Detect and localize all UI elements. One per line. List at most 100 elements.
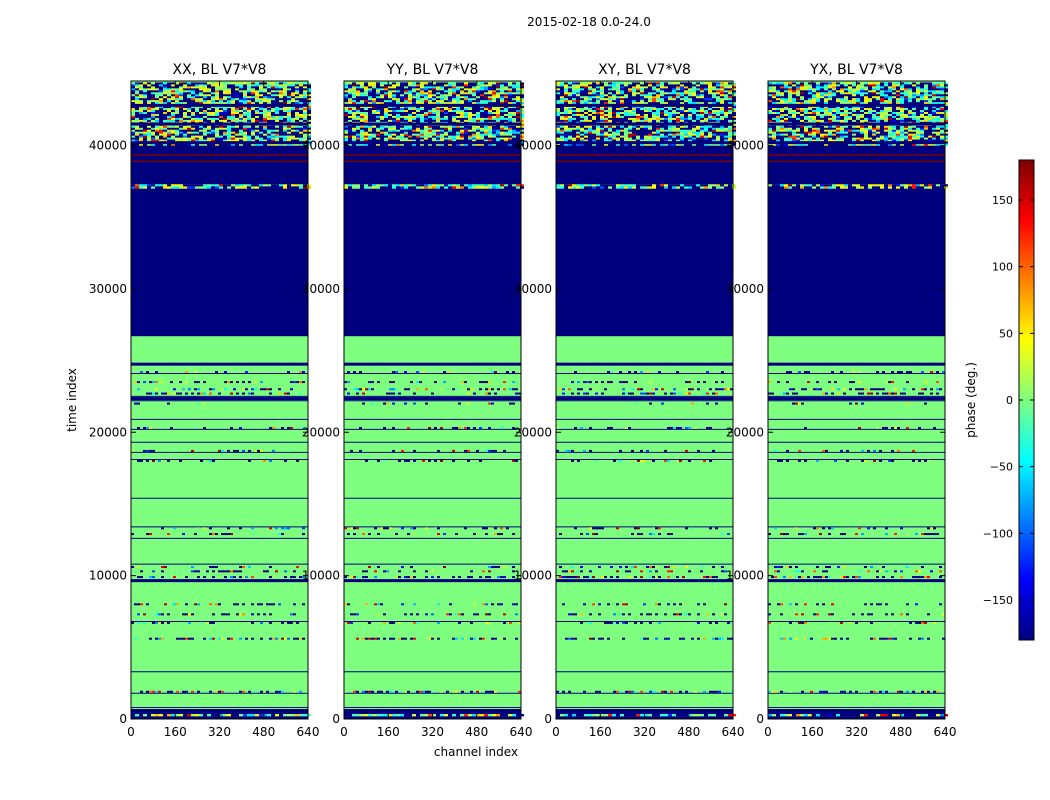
noise-cell [384,127,388,130]
noise-cell [508,106,512,109]
noise-cell [460,139,464,142]
noise-cell [195,119,199,123]
noise-cell [191,133,195,136]
noise-cell [712,713,716,717]
noise-cell [135,137,139,140]
noise-cell [151,90,155,93]
noise-cell [432,102,436,105]
noise-cell [492,139,496,142]
noise-cell [139,88,143,91]
noise-cell [716,84,720,87]
noise-cell [400,98,404,101]
noise-speck [413,637,416,640]
noise-cell [640,184,644,187]
noise-speck [179,381,182,384]
noise-cell [388,90,392,93]
noise-cell [267,110,271,113]
noise-cell [428,119,432,123]
noise-speck [494,637,497,640]
noise-cell [167,129,171,132]
noise-speck [503,449,506,452]
noise-cell [408,90,412,93]
noise-cell [171,113,175,117]
noise-cell [183,115,187,119]
noise-cell [400,92,404,95]
noise-cell [376,96,380,99]
noise-cell [400,110,404,113]
noise-cell [436,108,440,111]
noise-cell [472,137,476,140]
noise-speck [155,613,158,616]
noise-speck [161,392,164,395]
noise-cell [668,94,672,97]
noise-cell [472,143,476,146]
noise-cell [183,125,187,128]
noise-cell [564,113,568,117]
noise-speck [161,566,164,569]
noise-cell [243,135,247,138]
noise-cell [139,108,143,111]
noise-cell [496,117,500,121]
noise-cell [223,84,227,87]
noise-cell [207,143,211,146]
noise-cell [608,82,612,85]
noise-cell [299,119,303,123]
noise-speck [467,388,470,391]
noise-cell [356,113,360,117]
noise-cell [560,92,564,95]
noise-cell [356,117,360,121]
noise-cell [259,115,263,119]
noise-cell [364,184,368,187]
noise-cell [155,100,159,103]
noise-cell [496,112,500,115]
noise-cell [568,184,572,187]
noise-cell [664,100,668,103]
noise-cell [279,135,283,138]
noise-speck [248,449,251,452]
noise-cell [712,115,716,119]
noise-cell [508,100,512,103]
noise-speck [251,621,254,624]
noise-cell [163,117,167,121]
noise-cell [384,119,388,123]
noise-cell [392,117,396,121]
noise-cell [183,98,187,101]
noise-cell [147,143,151,146]
noise-cell [295,125,299,128]
noise-cell [287,82,291,85]
noise-cell [484,117,488,121]
noise-cell [287,86,291,89]
noise-speck [266,690,269,693]
noise-cell [668,84,672,87]
noise-cell [223,100,227,103]
noise-cell [263,127,267,130]
noise-cell [620,98,624,101]
noise-speck [149,576,152,579]
noise-cell [396,184,400,187]
noise-cell [676,98,680,101]
phase-band [556,188,733,337]
noise-speck [416,381,419,384]
noise-cell [203,88,207,91]
noise-cell [604,184,608,187]
noise-cell [364,108,368,111]
x-tick-label: 640 [510,725,533,739]
noise-cell [464,82,468,85]
noise-cell [704,113,708,117]
noise-cell [267,135,271,138]
noise-cell [520,104,524,107]
noise-cell [636,94,640,97]
noise-speck [266,603,269,606]
noise-cell [291,100,295,103]
noise-cell [468,112,472,115]
noise-speck [230,576,233,579]
noise-cell [680,108,684,111]
noise-cell [151,96,155,99]
noise-cell [191,88,195,91]
noise-cell [251,90,255,93]
noise-speck [284,637,287,640]
noise-speck [410,637,413,640]
noise-cell [448,186,452,189]
noise-cell [708,713,712,717]
noise-cell [724,113,728,117]
